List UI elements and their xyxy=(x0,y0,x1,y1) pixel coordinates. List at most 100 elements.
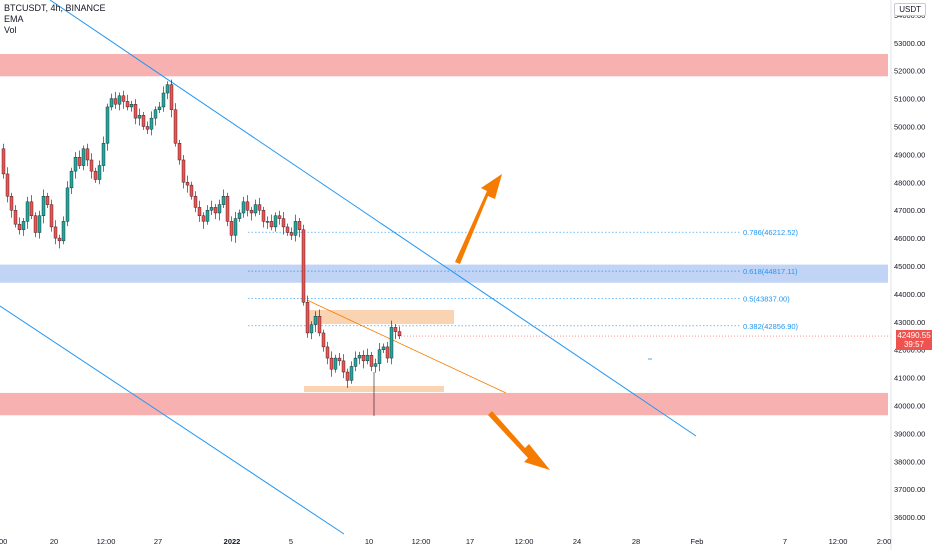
symbol-legend: BTCUSDT, 4h, BINANCE EMA Vol xyxy=(4,3,106,36)
candle-down xyxy=(341,360,346,373)
candle-down xyxy=(33,215,38,233)
x-tick-label: 12:00 xyxy=(97,537,116,546)
candle-down xyxy=(5,173,10,197)
x-tick-label: 20 xyxy=(50,537,58,546)
candle-down xyxy=(229,221,234,236)
candle-up xyxy=(61,221,66,242)
candle-down xyxy=(289,232,294,236)
candle-up xyxy=(157,106,162,110)
candle-down xyxy=(277,215,282,219)
fib-label-0: 0.786(46212.52) xyxy=(743,228,799,237)
y-tick-label: 45000.00 xyxy=(894,262,925,271)
candle-up xyxy=(149,117,154,130)
y-tick-label: 47000.00 xyxy=(894,206,925,215)
candle-down xyxy=(45,196,50,205)
bar-countdown: 39:57 xyxy=(903,340,925,349)
resistance-box xyxy=(306,310,454,324)
candle-down xyxy=(297,221,302,230)
x-tick-label: 2:00 xyxy=(0,537,7,546)
candle-down xyxy=(245,201,250,211)
lower-channel-line xyxy=(0,305,345,535)
candle-down xyxy=(181,159,186,183)
candle-up xyxy=(221,196,226,205)
x-tick-label: 24 xyxy=(573,537,581,546)
candle-up xyxy=(333,357,338,370)
candle-up xyxy=(65,187,70,222)
candle-up xyxy=(73,156,78,172)
candle-up xyxy=(365,355,370,362)
candle-up xyxy=(205,209,210,222)
currency-unit-button[interactable]: USDT xyxy=(894,3,926,16)
candle-up xyxy=(129,103,134,108)
candle-down xyxy=(17,223,22,230)
x-tick-label: 2022 xyxy=(224,537,241,546)
candle-down xyxy=(337,357,342,362)
candle-down xyxy=(77,156,82,166)
candle-down xyxy=(173,109,178,144)
candle-up xyxy=(237,212,242,219)
x-tick-label: 28 xyxy=(632,537,640,546)
candle-up xyxy=(161,92,166,108)
candle-up xyxy=(81,148,86,166)
candle-down xyxy=(141,115,146,127)
x-tick-label: 17 xyxy=(466,537,474,546)
orange-trendline xyxy=(306,299,507,394)
y-tick-label: 52000.00 xyxy=(894,67,925,76)
x-tick-label: Feb xyxy=(691,537,704,546)
candle-up xyxy=(373,363,378,367)
candle-up xyxy=(273,215,278,228)
candle-down xyxy=(133,103,138,119)
fib-label-3: 0.382(42856.90) xyxy=(743,322,799,331)
candle-down xyxy=(29,201,34,216)
candle-down xyxy=(185,182,190,186)
candle-down xyxy=(305,302,310,334)
indicator-ema[interactable]: EMA xyxy=(4,14,24,24)
candle-down xyxy=(269,221,274,228)
candle-down xyxy=(393,327,398,332)
candle-up xyxy=(309,324,314,334)
candle-up xyxy=(357,355,362,359)
candle-up xyxy=(37,215,42,233)
candle-down xyxy=(57,237,62,242)
candle-down xyxy=(89,159,94,172)
x-tick-label: 7 xyxy=(783,537,787,546)
candle-up xyxy=(101,143,106,166)
y-tick-label: 46000.00 xyxy=(894,234,925,243)
y-tick-label: 39000.00 xyxy=(894,429,925,438)
y-tick-label: 50000.00 xyxy=(894,123,925,132)
candle-down xyxy=(197,207,202,216)
candle-up xyxy=(377,349,382,364)
down-arrow xyxy=(488,411,550,470)
candle-down xyxy=(145,126,150,130)
candle-up xyxy=(353,357,358,367)
x-tick-label: 5 xyxy=(289,537,293,546)
candle-down xyxy=(125,101,130,108)
x-tick-label: 12:00 xyxy=(829,537,848,546)
candle-up xyxy=(97,165,102,180)
indicator-vol[interactable]: Vol xyxy=(4,25,17,35)
last-price-value: 42490.55 xyxy=(897,331,931,340)
candle-down xyxy=(189,184,194,197)
y-tick-label: 48000.00 xyxy=(894,178,925,187)
candle-down xyxy=(317,316,322,334)
candle-up xyxy=(105,106,110,144)
candle-down xyxy=(13,209,18,225)
x-tick-label: 10 xyxy=(365,537,373,546)
candle-up xyxy=(293,221,298,236)
symbol-line[interactable]: BTCUSDT, 4h, BINANCE xyxy=(4,3,106,13)
candle-up xyxy=(313,316,318,325)
y-tick-label: 36000.00 xyxy=(894,513,925,522)
candle-up xyxy=(209,207,214,211)
candle-up xyxy=(349,366,354,381)
x-tick-label: 12:00 xyxy=(412,537,431,546)
candle-up xyxy=(117,95,122,105)
y-tick-label: 40000.00 xyxy=(894,402,925,411)
candle-down xyxy=(93,170,98,180)
candle-down xyxy=(257,204,262,211)
candle-down xyxy=(345,371,350,381)
y-tick-label: 41000.00 xyxy=(894,374,925,383)
candle-down xyxy=(325,346,330,359)
candle-down xyxy=(281,218,286,228)
